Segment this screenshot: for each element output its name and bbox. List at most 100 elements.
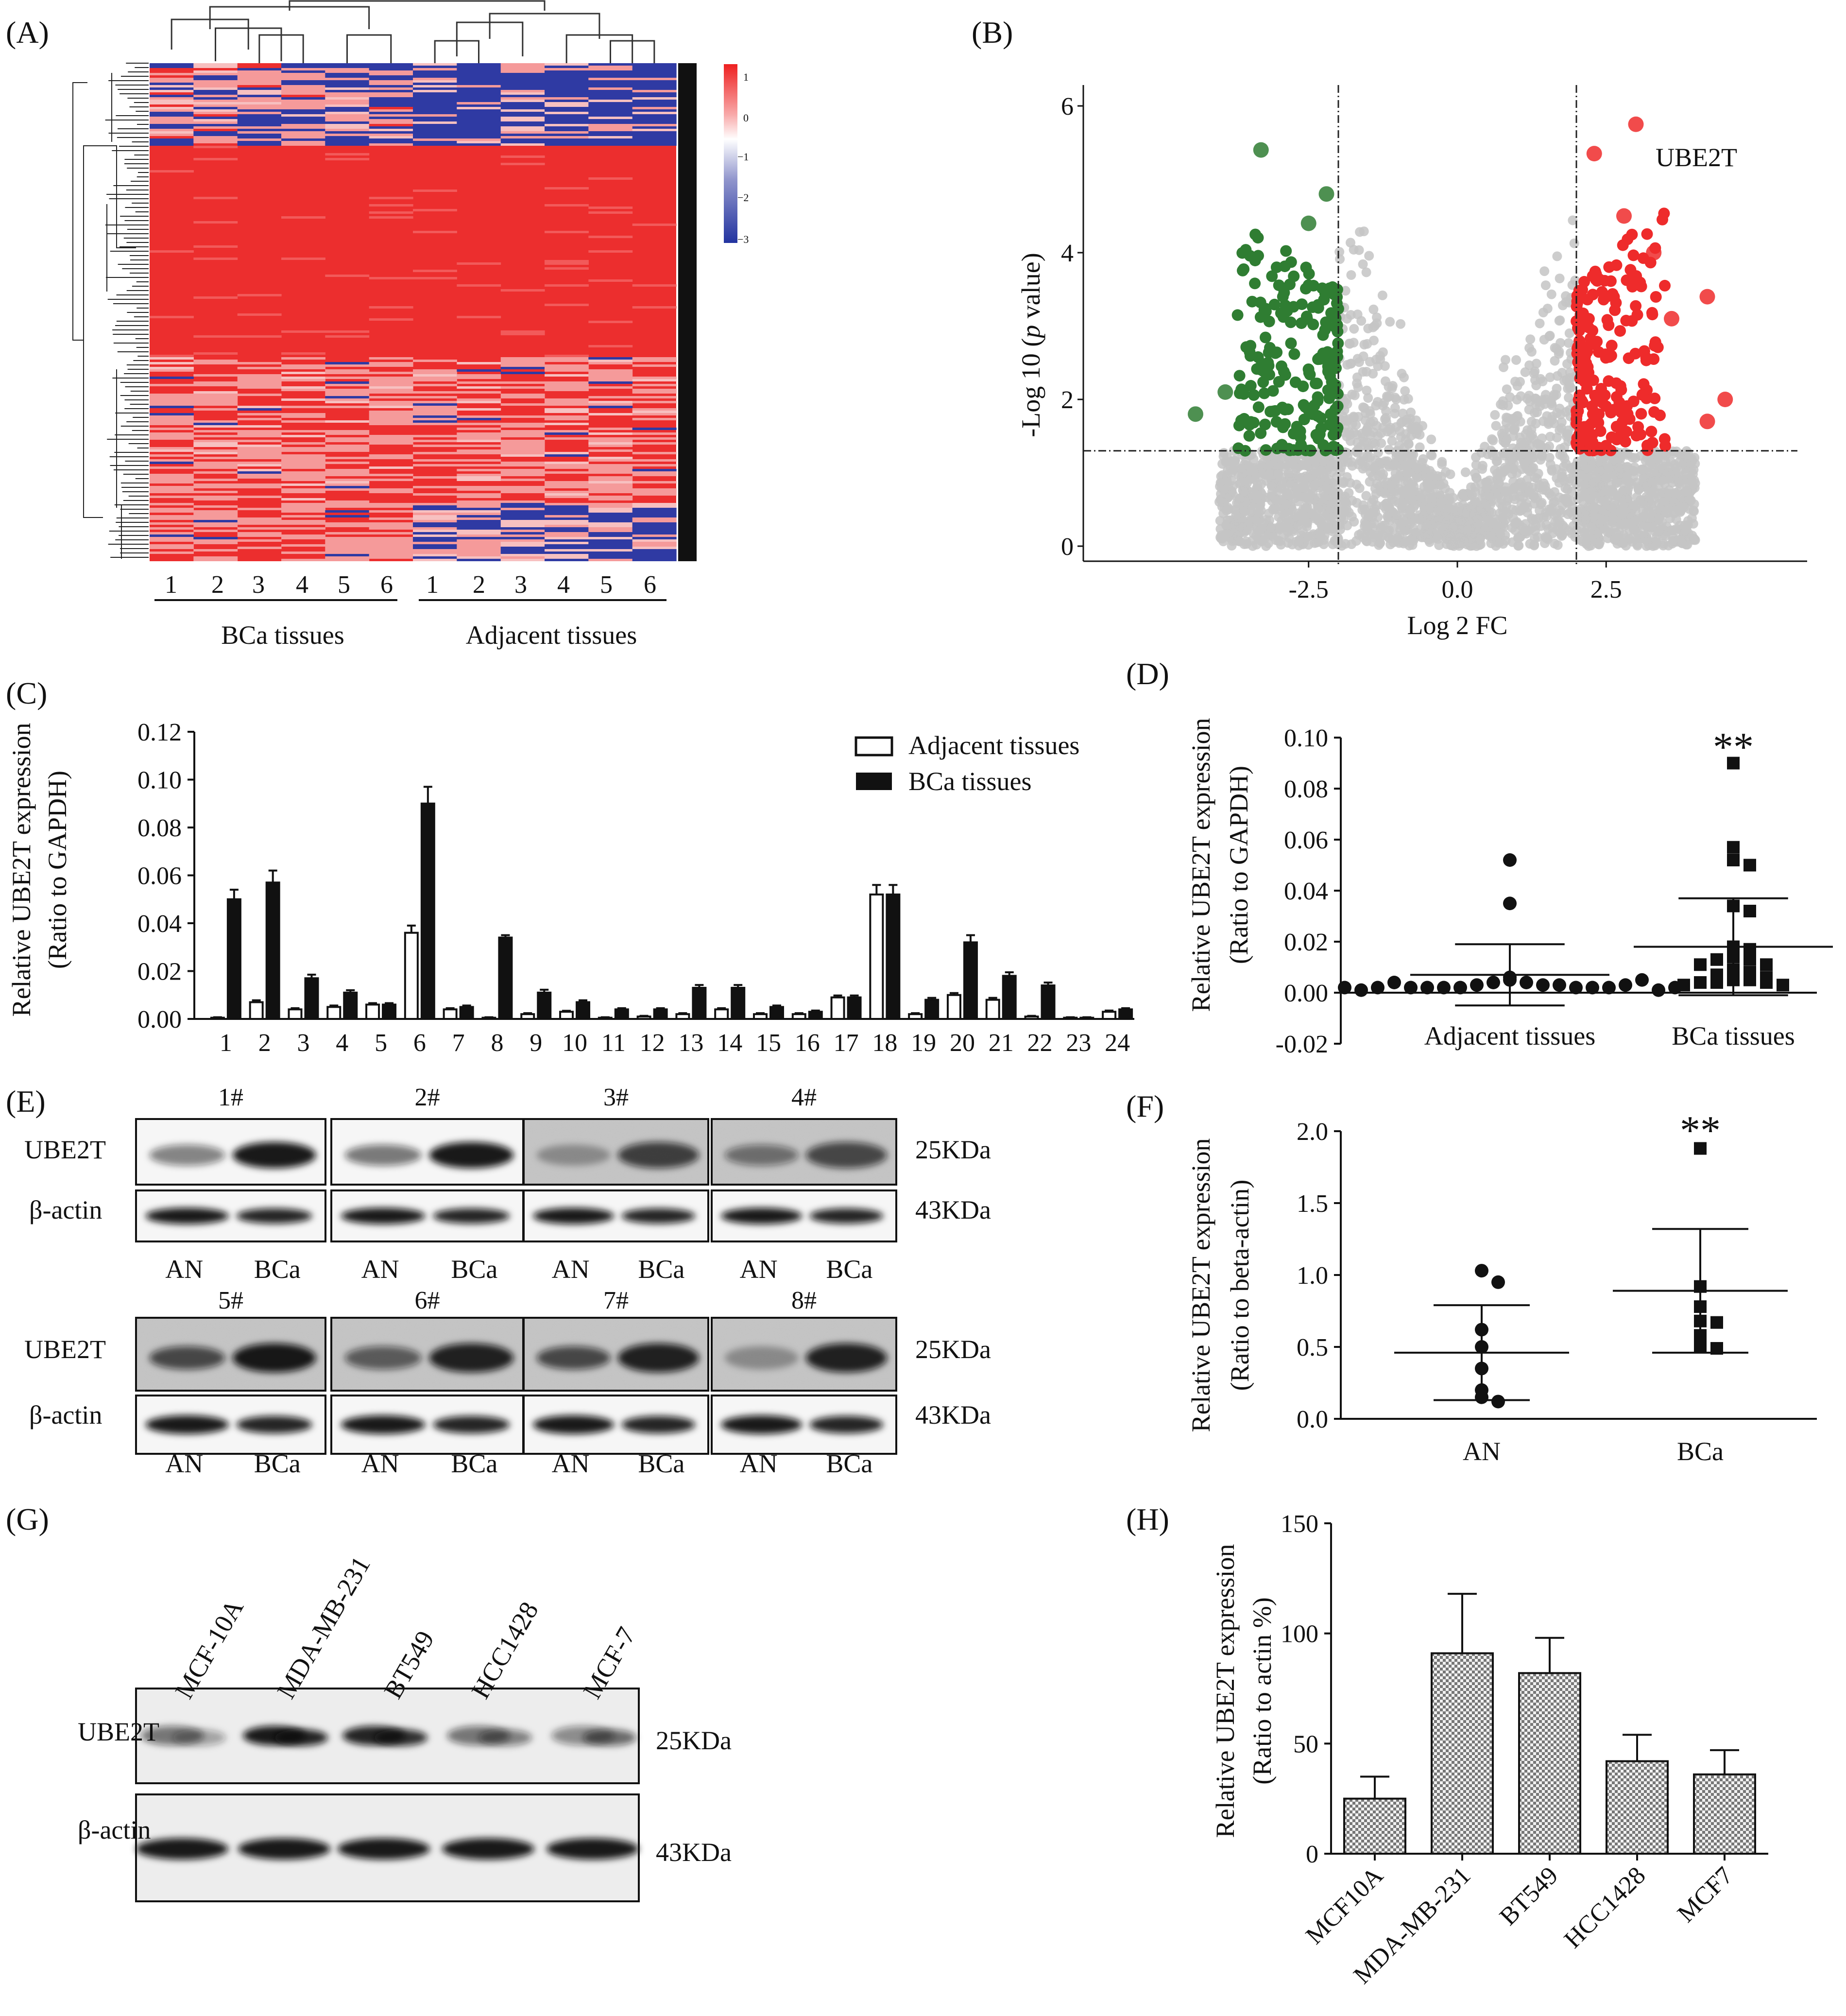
heatmap-cell: [193, 119, 238, 121]
volcano-point-ns: [1564, 328, 1574, 338]
heatmap-cell: [281, 85, 325, 87]
heatmap-cell: [369, 114, 413, 117]
dendrogram-link: [289, 0, 546, 11]
volcano-point-ns: [1358, 464, 1368, 474]
volcano-point-ns: [1384, 391, 1394, 401]
heatmap-cell: [369, 216, 413, 219]
heatmap-cell: [150, 459, 194, 462]
heatmap-cell: [150, 454, 194, 457]
data-point: [1743, 973, 1756, 986]
heatmap-cell: [457, 542, 501, 544]
heatmap-cell: [588, 117, 633, 119]
heatmap-cell: [413, 360, 457, 362]
volcano-point-ns: [1435, 480, 1445, 490]
data-point: [1727, 841, 1740, 854]
volcano-point-ns: [1537, 450, 1547, 460]
data-point: [1694, 958, 1707, 971]
heatmap-cell: [325, 420, 370, 423]
heatmap-cell: [237, 107, 282, 109]
volcano-point-ns: [1254, 499, 1265, 509]
protein-label: UBE2T: [24, 1135, 106, 1164]
heatmap-cell: [457, 386, 501, 389]
volcano-point-down: [1331, 319, 1343, 331]
x-tick-label: 1: [220, 1029, 232, 1057]
heatmap-cell: [500, 97, 545, 100]
y-tick-label: 0.04: [137, 910, 182, 938]
heatmap-cell: [150, 394, 194, 396]
heatmap-cell: [369, 318, 413, 321]
heatmap-cell: [237, 367, 282, 369]
heatmap-cell: [150, 437, 194, 440]
heatmap-cell: [325, 80, 370, 83]
blot-band: [809, 1208, 884, 1224]
heatmap-cell: [150, 398, 194, 401]
volcano-point-down: [1297, 380, 1309, 393]
bar: [1693, 1773, 1756, 1855]
heatmap-cell: [545, 83, 589, 85]
heatmap-cell: [237, 138, 282, 141]
heatmap-cell: [588, 70, 633, 73]
heatmap-cell: [500, 527, 545, 530]
volcano-point-ns: [1551, 344, 1561, 354]
heatmap-cell: [150, 170, 194, 172]
blot-band: [621, 1416, 696, 1433]
heatmap-cell: [457, 141, 501, 143]
volcano-point-down: [1285, 337, 1297, 349]
heatmap-cell: [369, 488, 413, 491]
heatmap-cell: [237, 384, 282, 386]
heatmap-cell: [193, 462, 238, 464]
volcano-point-up: [1583, 366, 1595, 379]
heatmap-cell: [413, 539, 457, 542]
error-bar: [329, 1004, 339, 1007]
heatmap-cell: [193, 471, 238, 474]
heatmap-cell: [545, 68, 589, 70]
volcano-point-ns: [1522, 394, 1532, 404]
volcano-point-ns: [1344, 488, 1354, 498]
data-point: [1420, 981, 1434, 995]
heatmap-cell: [281, 372, 325, 374]
heatmap-cell: [457, 459, 501, 462]
size-label: 43KDa: [656, 1838, 732, 1867]
volcano-point-ns: [1225, 515, 1235, 525]
sample-id-label: 3#: [603, 1084, 629, 1111]
heatmap-cell: [588, 491, 633, 493]
heatmap-cell: [281, 505, 325, 508]
heatmap-cell: [457, 445, 501, 447]
heatmap-cell: [588, 471, 633, 474]
volcano-point-up: [1620, 314, 1632, 327]
volcano-point-ns: [1620, 448, 1630, 458]
heatmap-cell: [413, 464, 457, 466]
heatmap-cell: [545, 204, 589, 207]
volcano-point-down: [1307, 318, 1319, 330]
volcano-point-down: [1312, 302, 1324, 314]
heatmap-cell: [369, 107, 413, 109]
heatmap-cell: [150, 462, 194, 464]
colorbar-tick: −3: [737, 233, 749, 245]
heatmap-cell: [413, 503, 457, 505]
volcano-point-up: [1631, 309, 1643, 321]
error-bar: [833, 994, 842, 998]
volcano-ylabel: -Log 10 (p value): [1016, 253, 1045, 437]
volcano-point-down: [1188, 406, 1203, 422]
blot-box: [523, 1395, 709, 1455]
heatmap-cell: [413, 377, 457, 379]
heatmap-cell: [325, 462, 370, 464]
heatmap-cell: [500, 440, 545, 442]
volcano-point-ns: [1538, 377, 1548, 386]
heatmap-cell: [369, 73, 413, 75]
blot-frame: [711, 1317, 897, 1392]
heatmap-cell: [325, 124, 370, 126]
volcano-point-ns: [1372, 312, 1382, 323]
volcano-point-down: [1317, 329, 1329, 341]
bar-bca: [1041, 984, 1056, 1020]
heatmap-cell: [500, 522, 545, 525]
heatmap-cell: [237, 449, 282, 452]
volcano-point-ns: [1567, 486, 1577, 497]
heatmap-cell: [545, 381, 589, 384]
heatmap-cell: [545, 483, 589, 486]
volcano-point-ns: [1552, 371, 1562, 381]
heatmap-cell: [545, 517, 589, 520]
sample-number: 1: [426, 571, 439, 599]
heatmap-cell: [500, 136, 545, 138]
